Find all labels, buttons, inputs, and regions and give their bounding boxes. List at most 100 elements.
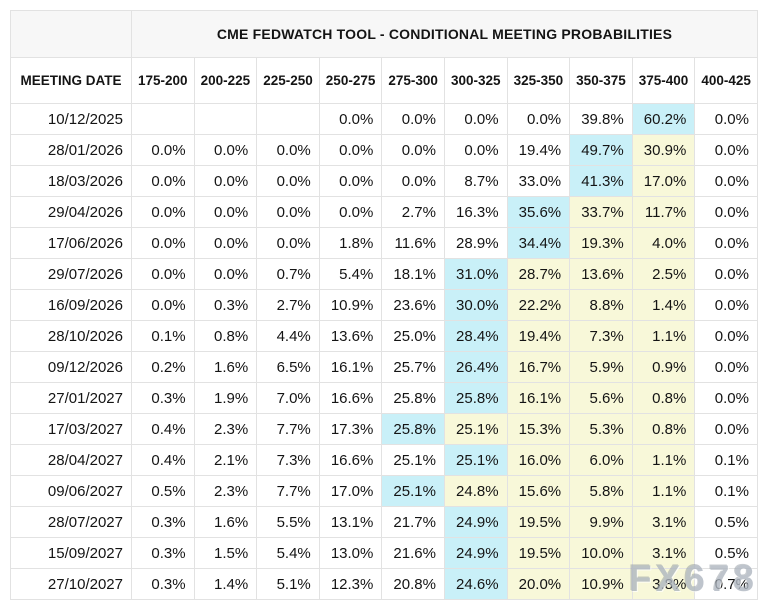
fedwatch-probability-table: CME FEDWATCH TOOL - CONDITIONAL MEETING … — [10, 10, 758, 600]
probability-cell: 0.3% — [131, 537, 195, 569]
probability-cell: 39.8% — [569, 103, 633, 135]
probability-cell: 0.0% — [694, 134, 758, 166]
meeting-date-cell: 17/03/2027 — [10, 413, 132, 445]
probability-cell: 16.1% — [318, 351, 383, 383]
probability-cell: 1.4% — [631, 289, 696, 321]
probability-cell: 0.7% — [694, 568, 758, 600]
probability-cell: 10.9% — [318, 289, 383, 321]
probability-cell: 21.6% — [381, 537, 445, 569]
probability-cell: 1.5% — [193, 537, 258, 569]
probability-cell: 0.7% — [256, 258, 320, 290]
probability-cell: 25.1% — [381, 475, 445, 507]
probability-cell: 5.3% — [569, 413, 633, 445]
probability-cell: 5.6% — [569, 382, 633, 414]
column-header-275-300: 275-300 — [381, 57, 445, 104]
probability-cell: 0.0% — [694, 258, 758, 290]
probability-cell: 0.0% — [131, 289, 195, 321]
probability-cell — [131, 103, 195, 135]
probability-cell: 0.0% — [381, 103, 445, 135]
table-row: 28/10/2026 0.1% 0.8% 4.4% 13.6% 25.0% 28.4% 19.… — [10, 320, 758, 352]
probability-cell: 16.0% — [506, 444, 571, 476]
probability-cell: 1.6% — [193, 506, 258, 538]
probability-cell: 7.3% — [256, 444, 320, 476]
probability-cell: 19.5% — [506, 506, 571, 538]
probability-cell: 0.0% — [694, 382, 758, 414]
probability-cell: 19.5% — [506, 537, 571, 569]
meeting-date-cell: 28/01/2026 — [10, 134, 132, 166]
meeting-date-cell: 29/07/2026 — [10, 258, 132, 290]
probability-cell: 9.9% — [569, 506, 633, 538]
probability-cell: 0.9% — [631, 351, 696, 383]
table-row: 09/12/2026 0.2% 1.6% 6.5% 16.1% 25.7% 26.4% 16.… — [10, 351, 758, 383]
column-header-400-425: 400-425 — [694, 57, 758, 104]
probability-cell: 28.4% — [443, 320, 508, 352]
probability-cell: 6.0% — [569, 444, 633, 476]
probability-cell: 24.8% — [443, 475, 508, 507]
probability-cell: 0.0% — [694, 413, 758, 445]
probability-cell: 5.4% — [318, 258, 383, 290]
probability-cell: 0.0% — [256, 165, 320, 197]
meeting-date-cell: 15/09/2027 — [10, 537, 132, 569]
probability-cell: 8.7% — [443, 165, 508, 197]
probability-cell: 25.1% — [443, 413, 508, 445]
probability-cell: 17.3% — [318, 413, 383, 445]
probability-cell: 3.1% — [631, 506, 696, 538]
meeting-date-cell: 10/12/2025 — [10, 103, 132, 135]
probability-cell: 33.0% — [506, 165, 571, 197]
probability-cell: 1.1% — [631, 444, 696, 476]
probability-cell: 7.7% — [256, 413, 320, 445]
probability-cell: 0.0% — [443, 134, 508, 166]
probability-cell: 25.0% — [381, 320, 445, 352]
table-row: 18/03/2026 0.0% 0.0% 0.0% 0.0% 0.0% 8.7% 33.0% 4… — [10, 165, 758, 197]
probability-cell: 0.8% — [631, 413, 696, 445]
column-header-250-275: 250-275 — [318, 57, 383, 104]
probability-cell: 41.3% — [569, 165, 633, 197]
probability-cell: 5.8% — [569, 475, 633, 507]
probability-cell: 16.7% — [506, 351, 571, 383]
probability-cell: 1.6% — [193, 351, 258, 383]
probability-cell: 0.0% — [443, 103, 508, 135]
column-header-175-200: 175-200 — [131, 57, 195, 104]
probability-cell: 25.1% — [381, 444, 445, 476]
probability-cell: 0.3% — [131, 568, 195, 600]
probability-cell: 0.0% — [131, 196, 195, 228]
meeting-date-cell: 29/04/2026 — [10, 196, 132, 228]
probability-cell: 22.2% — [506, 289, 571, 321]
table-row: 29/07/2026 0.0% 0.0% 0.7% 5.4% 18.1% 31.0% 28.7… — [10, 258, 758, 290]
probability-cell: 0.0% — [193, 227, 258, 259]
column-header-350-375: 350-375 — [569, 57, 633, 104]
probability-cell: 34.4% — [506, 227, 571, 259]
meeting-date-cell: 09/12/2026 — [10, 351, 132, 383]
probability-cell: 0.3% — [193, 289, 258, 321]
column-header-200-225: 200-225 — [193, 57, 258, 104]
probability-cell: 0.0% — [131, 227, 195, 259]
probability-cell: 12.3% — [318, 568, 383, 600]
probability-cell: 0.0% — [256, 134, 320, 166]
column-header-300-325: 300-325 — [443, 57, 508, 104]
meeting-date-cell: 28/04/2027 — [10, 444, 132, 476]
probability-cell: 10.9% — [569, 568, 633, 600]
probability-cell: 25.8% — [381, 382, 445, 414]
probability-cell: 35.6% — [506, 196, 571, 228]
probability-cell: 0.0% — [694, 227, 758, 259]
probability-cell: 0.0% — [193, 165, 258, 197]
table-row: 28/04/2027 0.4% 2.1% 7.3% 16.6% 25.1% 25.1% 16.… — [10, 444, 758, 476]
probability-cell: 1.1% — [631, 320, 696, 352]
meeting-date-cell: 28/07/2027 — [10, 506, 132, 538]
probability-cell: 16.6% — [318, 382, 383, 414]
probability-cell: 25.7% — [381, 351, 445, 383]
probability-cell: 23.6% — [381, 289, 445, 321]
column-header-375-400: 375-400 — [631, 57, 696, 104]
probability-cell: 0.0% — [694, 165, 758, 197]
probability-cell: 25.8% — [443, 382, 508, 414]
probability-cell: 5.4% — [256, 537, 320, 569]
probability-cell: 17.0% — [318, 475, 383, 507]
probability-cell: 16.1% — [506, 382, 571, 414]
probability-cell: 25.1% — [443, 444, 508, 476]
probability-cell: 30.9% — [631, 134, 696, 166]
table-row: 17/03/2027 0.4% 2.3% 7.7% 17.3% 25.8% 25.1% 15.… — [10, 413, 758, 445]
probability-cell: 13.6% — [569, 258, 633, 290]
probability-cell: 0.8% — [631, 382, 696, 414]
column-header-325-350: 325-350 — [506, 57, 571, 104]
